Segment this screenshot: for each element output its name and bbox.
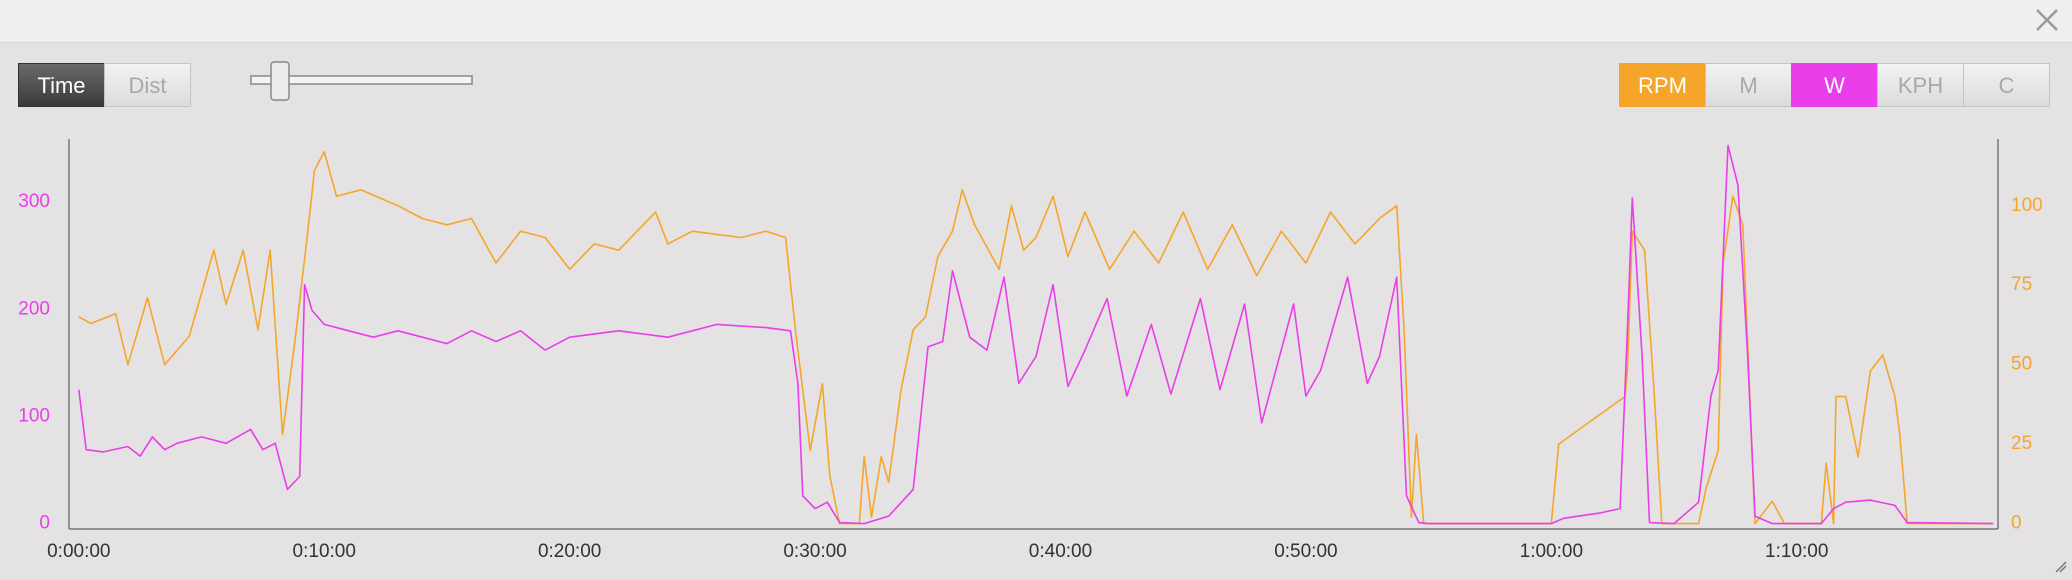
y-tick-label: 200 [18,298,50,319]
x-tick-label: 1:10:00 [1765,541,1828,562]
x-tick-label: 0:20:00 [538,541,601,562]
y-tick-label: 300 [18,191,50,212]
slider[interactable] [250,61,473,101]
metric-button[interactable]: C [1963,63,2050,107]
metric-button[interactable]: RPM [1619,63,1706,107]
y2-tick-label: 25 [2011,433,2032,454]
x-tick-label: 0:10:00 [293,541,356,562]
close-icon[interactable] [2036,9,2058,31]
mode-button[interactable]: Time [18,63,105,107]
metric-button[interactable]: M [1705,63,1792,107]
y2-tick-label: 50 [2011,354,2032,375]
y-tick-label: 100 [18,406,50,427]
title-bar [0,0,2072,43]
y-tick-label: 0 [39,513,50,534]
x-tick-label: 0:30:00 [783,541,846,562]
metric-button[interactable]: W [1791,63,1878,107]
resize-grip[interactable] [2055,561,2067,573]
series-line [78,144,1994,525]
x-tick-label: 0:00:00 [47,541,110,562]
x-tick-label: 1:00:00 [1520,541,1583,562]
y2-tick-label: 0 [2011,513,2022,534]
series-line [78,150,1994,525]
mode-button[interactable]: Dist [104,63,191,107]
metric-button[interactable]: KPH [1877,63,1964,107]
y2-tick-label: 100 [2011,195,2043,216]
x-tick-label: 0:50:00 [1274,541,1337,562]
y2-tick-label: 75 [2011,274,2032,295]
x-tick-label: 0:40:00 [1029,541,1092,562]
